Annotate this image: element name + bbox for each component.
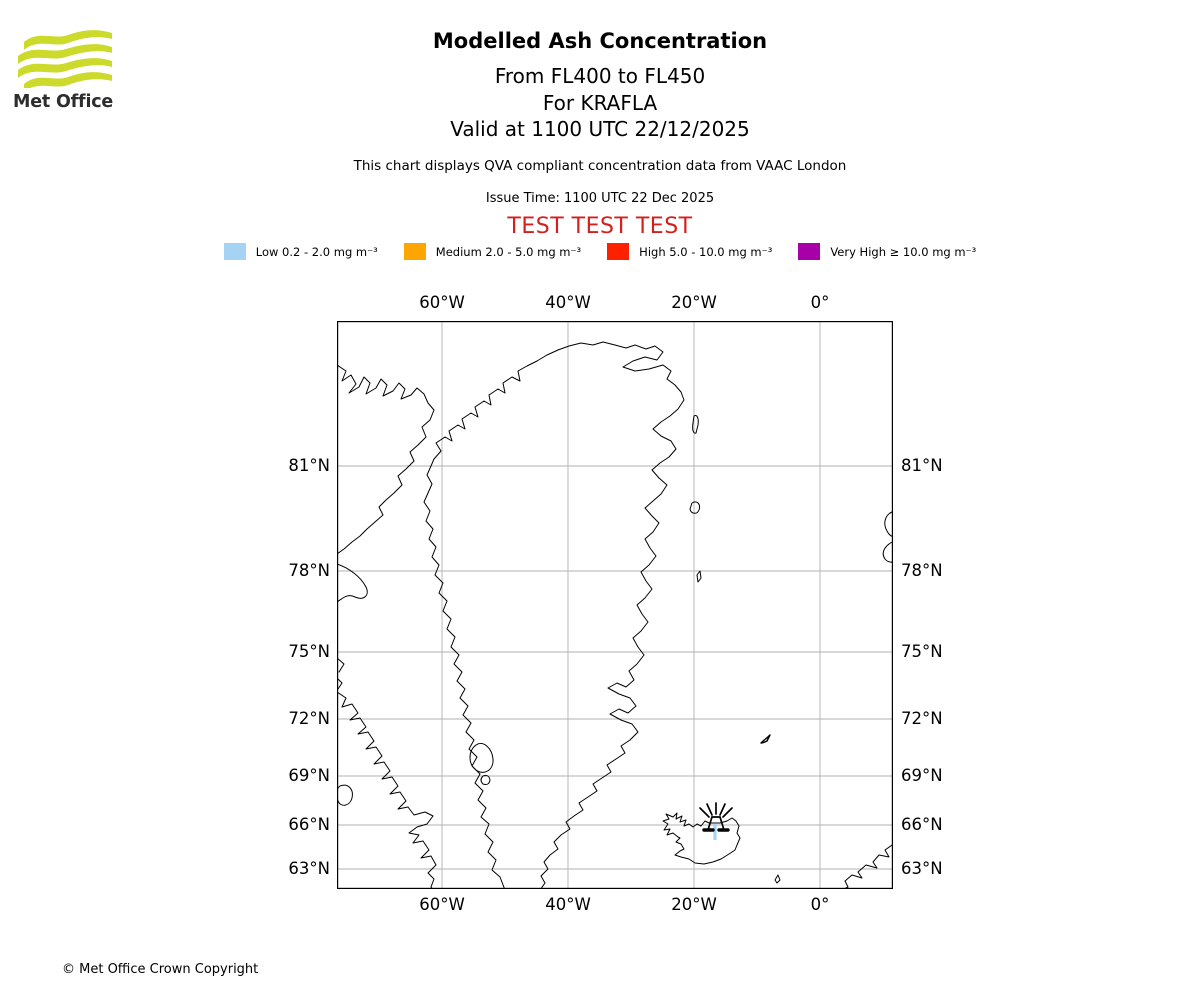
lat-label-right-78n: 78°N xyxy=(901,561,943,580)
legend-label-medium: Medium 2.0 - 5.0 mg m⁻³ xyxy=(435,244,582,259)
lat-label-left-63n: 63°N xyxy=(288,859,330,878)
lon-label-bottom-20w: 20°W xyxy=(671,895,717,914)
legend-swatch-low xyxy=(223,243,246,260)
coastline-iceland xyxy=(662,812,741,865)
coastline-island-store-koldewey xyxy=(692,415,699,434)
page-title: Modelled Ash Concentration xyxy=(432,29,768,53)
coastline-island-shannon xyxy=(689,501,700,514)
test-banner: TEST TEST TEST xyxy=(507,214,693,239)
met-office-logo xyxy=(14,26,114,88)
coastline-norway xyxy=(842,843,893,889)
issue-time: Issue Time: 1100 UTC 22 Dec 2025 xyxy=(485,191,715,206)
coastline-islet-baffin-bay xyxy=(337,784,353,806)
met-office-waves-icon xyxy=(18,30,112,88)
met-office-logo-text: Met Office xyxy=(13,92,114,112)
legend-item-low: Low 0.2 - 2.0 mg m⁻³ xyxy=(223,243,378,260)
legend-swatch-high xyxy=(607,243,630,260)
legend-item-medium: Medium 2.0 - 5.0 mg m⁻³ xyxy=(403,243,582,260)
lon-label-top-20w: 20°W xyxy=(671,293,717,312)
legend-item-very-high: Very High ≥ 10.0 mg m⁻³ xyxy=(798,243,976,260)
legend-label-very-high: Very High ≥ 10.0 mg m⁻³ xyxy=(830,244,977,259)
coastline-left-edge-jags xyxy=(337,657,345,690)
coastline-greenland xyxy=(423,341,685,889)
volcano-marker-icon xyxy=(699,802,733,840)
lat-label-right-63n: 63°N xyxy=(901,859,943,878)
lon-label-top-0: 0° xyxy=(810,293,830,312)
lat-label-left-72n: 72°N xyxy=(288,709,330,728)
lon-label-bottom-60w: 60°W xyxy=(419,895,465,914)
legend-label-high: High 5.0 - 10.0 mg m⁻³ xyxy=(639,244,773,259)
lat-label-right-66n: 66°N xyxy=(901,815,943,834)
coastline-disko-island xyxy=(469,743,494,773)
coastline-devon-hook xyxy=(337,563,368,603)
coastline-baffin xyxy=(337,691,437,889)
lat-label-left-75n: 75°N xyxy=(288,642,330,661)
subtitle-flight-levels: From FL400 to FL450 xyxy=(494,64,706,88)
lon-label-top-60w: 60°W xyxy=(419,293,465,312)
copyright-notice: © Met Office Crown Copyright xyxy=(62,962,259,977)
coastlines xyxy=(337,341,893,889)
mercator-map xyxy=(337,321,893,889)
map-border xyxy=(337,321,893,889)
lat-label-left-69n: 69°N xyxy=(288,766,330,785)
lat-label-right-81n: 81°N xyxy=(901,456,943,475)
coastline-jan-mayen xyxy=(760,734,771,744)
legend-item-high: High 5.0 - 10.0 mg m⁻³ xyxy=(607,243,772,260)
qva-description: This chart displays QVA compliant concen… xyxy=(353,158,847,174)
coastline-islet-east-greenland xyxy=(696,570,702,583)
lat-label-right-69n: 69°N xyxy=(901,766,943,785)
legend-label-low: Low 0.2 - 2.0 mg m⁻³ xyxy=(255,244,378,259)
map-area xyxy=(337,321,893,889)
legend-swatch-medium xyxy=(403,243,426,260)
lat-label-left-66n: 66°N xyxy=(288,815,330,834)
lat-label-right-72n: 72°N xyxy=(901,709,943,728)
lon-label-bottom-0: 0° xyxy=(810,895,830,914)
subtitle-valid-time: Valid at 1100 UTC 22/12/2025 xyxy=(450,117,750,141)
legend-swatch-very-high xyxy=(798,243,821,260)
coastline-ellesmere xyxy=(337,364,435,555)
lat-label-left-81n: 81°N xyxy=(288,456,330,475)
coastline-faroe xyxy=(774,874,781,884)
coastline-svalbard xyxy=(882,511,893,563)
lat-label-right-75n: 75°N xyxy=(901,642,943,661)
lat-label-left-78n: 78°N xyxy=(288,561,330,580)
lon-label-bottom-40w: 40°W xyxy=(545,895,591,914)
graticule-grid xyxy=(337,321,893,889)
legend: Low 0.2 - 2.0 mg m⁻³ Medium 2.0 - 5.0 mg… xyxy=(0,243,1200,260)
coastline-islet-west-greenland xyxy=(480,775,491,785)
lon-label-top-40w: 40°W xyxy=(545,293,591,312)
subtitle-volcano: For KRAFLA xyxy=(542,91,658,115)
